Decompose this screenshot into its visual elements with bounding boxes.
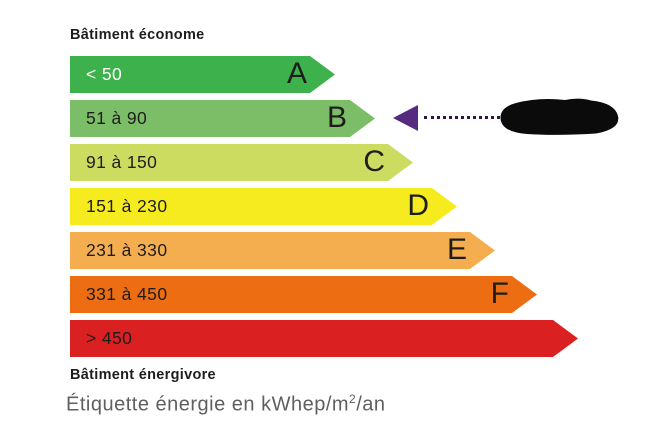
energy-bar-e: 231 à 330 E bbox=[70, 232, 495, 269]
energy-bar-g: > 450 bbox=[70, 320, 578, 357]
energy-range-label-a: < 50 bbox=[86, 64, 123, 84]
energy-bar-a: < 50 A bbox=[70, 56, 335, 93]
economical-building-label: Bâtiment économe bbox=[70, 27, 205, 43]
energy-bar-d: 151 à 230 D bbox=[70, 188, 457, 225]
energy-range-label-e: 231 à 330 bbox=[86, 240, 168, 260]
caption-text-start: Étiquette énergie en kWhep/m bbox=[66, 393, 350, 416]
energy-class-letter-e: E bbox=[446, 233, 467, 266]
energy-class-letter-c: C bbox=[363, 145, 385, 178]
redacted-value-scribble bbox=[500, 98, 619, 135]
energy-range-label-f: 331 à 450 bbox=[86, 284, 168, 304]
caption-superscript: 2 bbox=[349, 392, 357, 406]
energy-range-label-g: > 450 bbox=[86, 328, 133, 348]
energy-bar-c: 91 à 150 C bbox=[70, 144, 413, 181]
selected-class-pointer-icon bbox=[393, 105, 418, 131]
energy-hungry-building-label: Bâtiment énergivore bbox=[70, 367, 216, 383]
energy-class-letter-d: D bbox=[407, 189, 429, 222]
energy-bar-f: 331 à 450 F bbox=[70, 276, 537, 313]
energy-class-letter-b: B bbox=[326, 101, 347, 134]
energy-bars: < 50 A 51 à 90 B 91 à 150 C 151 à 230 D … bbox=[70, 56, 578, 364]
energy-class-letter-a: A bbox=[286, 57, 307, 90]
redaction-blob-shape bbox=[500, 98, 619, 135]
energy-range-label-b: 51 à 90 bbox=[86, 108, 148, 128]
energy-range-label-d: 151 à 230 bbox=[86, 196, 168, 216]
energy-bar-b: 51 à 90 B bbox=[70, 100, 375, 137]
pointer-dotted-line bbox=[424, 116, 500, 119]
caption-text-end: /an bbox=[356, 393, 386, 416]
chart-caption: Étiquette énergie en kWhep/m2/an bbox=[66, 392, 386, 417]
energy-range-label-c: 91 à 150 bbox=[86, 152, 158, 172]
energy-class-letter-f: F bbox=[490, 277, 509, 310]
